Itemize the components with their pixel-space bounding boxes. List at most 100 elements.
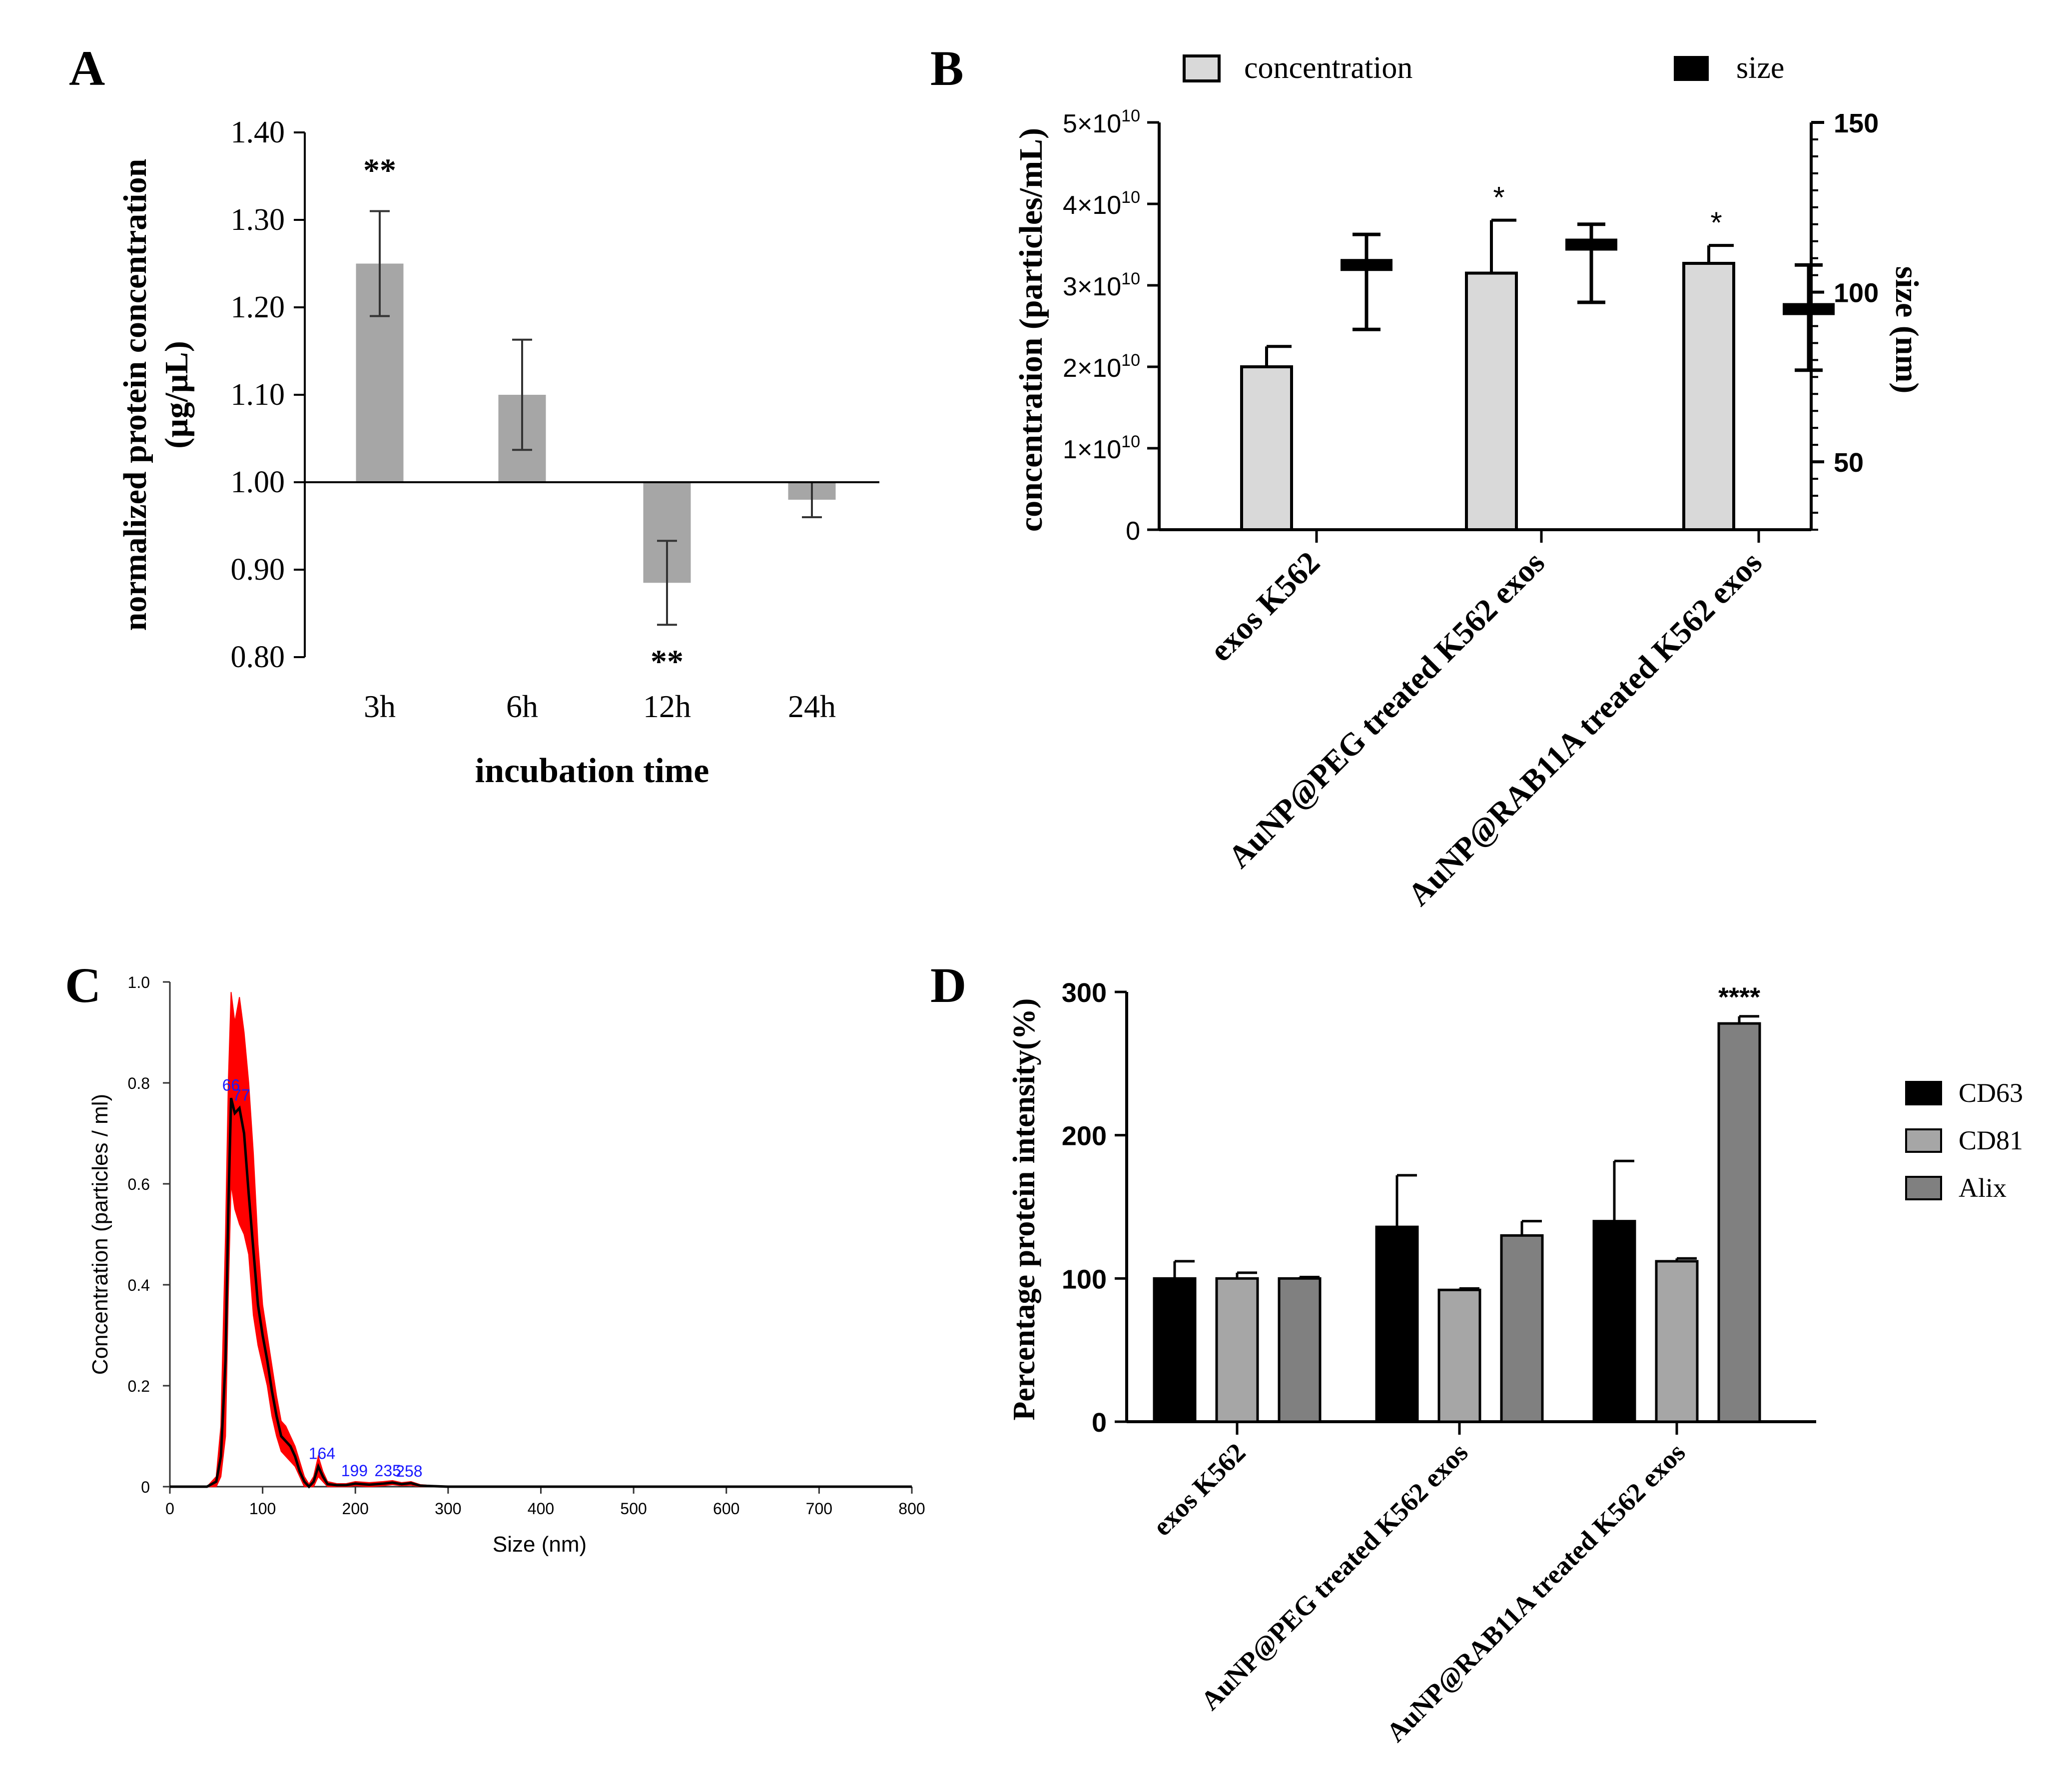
y-tick-mantissa: 1×10 <box>1063 435 1121 464</box>
significance-marker: * <box>1493 181 1504 214</box>
y-tick-mantissa: 3×10 <box>1063 272 1121 301</box>
peak-label: 77 <box>232 1086 250 1104</box>
y2-tick-label: 150 <box>1834 108 1879 138</box>
panel-b-chart: 01×10102×10103×10104×10105×101050100150*… <box>1013 51 1925 912</box>
y-tick-label: 1×1010 <box>1063 432 1140 464</box>
y-axis-title: Percentage protein intensity(%) <box>1007 998 1041 1421</box>
x-axis-title: incubation time <box>475 752 709 790</box>
y-tick-label: 0.4 <box>128 1276 150 1294</box>
significance-marker: ** <box>651 643 684 680</box>
bar-alix <box>1278 1277 1322 1423</box>
legend-label-alix: Alix <box>1959 1173 2007 1203</box>
size-distribution-line <box>170 1097 912 1489</box>
panel-label-b: B <box>930 40 964 96</box>
y-tick-label: 1.30 <box>231 203 285 237</box>
x-tick-label: exos K562 <box>1147 1437 1252 1542</box>
y-tick-mantissa: 4×10 <box>1063 191 1121 220</box>
peak-label: 235 <box>375 1462 401 1480</box>
concentration-bar <box>1682 261 1735 531</box>
y-tick-mantissa: 5×10 <box>1063 109 1121 138</box>
x-tick-label: 0 <box>165 1500 174 1518</box>
x-tick-label: 700 <box>806 1500 832 1518</box>
peak-label: 66 <box>222 1076 240 1094</box>
bar-cd81 <box>1655 1260 1699 1423</box>
x-tick-label: 12h <box>643 689 691 724</box>
y-tick-label: 1.0 <box>128 973 150 991</box>
x-tick-label: 24h <box>788 689 836 724</box>
legend-swatch-alix <box>1905 1176 1942 1200</box>
y-axis-title: normalized protein concentration <box>117 159 153 631</box>
peak-label: 258 <box>396 1462 422 1480</box>
legend-label-concentration: concentration <box>1244 51 1412 85</box>
y2-axis-title: size (nm) <box>1889 266 1925 394</box>
bar-cd81 <box>1215 1277 1259 1423</box>
y-tick-label: 2×1010 <box>1063 351 1140 383</box>
y-axis-unit: (µg/µL) <box>158 341 195 448</box>
legend-label-cd63: CD63 <box>1959 1078 2023 1108</box>
x-tick-label: 800 <box>898 1500 925 1518</box>
legend-swatch-cd81 <box>1905 1128 1942 1153</box>
y-tick-label: 4×1010 <box>1063 188 1140 220</box>
bar-cd63 <box>1153 1277 1197 1423</box>
y-tick-label: 5×1010 <box>1063 106 1140 138</box>
significance-marker: * <box>1710 206 1722 239</box>
x-tick-label: 100 <box>249 1500 276 1518</box>
bar-alix <box>1500 1234 1544 1423</box>
y-tick-label: 200 <box>1062 1121 1107 1151</box>
significance-marker: ** <box>363 152 396 189</box>
y-tick-label: 0.8 <box>128 1074 150 1092</box>
y-tick-label: 0.90 <box>231 553 285 587</box>
legend-swatch-size <box>1674 56 1709 81</box>
bar-cd81 <box>1437 1288 1481 1423</box>
y-tick-label: 0 <box>141 1478 150 1496</box>
x-tick-label: 400 <box>528 1500 554 1518</box>
x-tick-label: 300 <box>435 1500 461 1518</box>
size-mean-marker <box>1783 303 1835 315</box>
x-tick-label: 3h <box>364 689 396 724</box>
y-tick-label: 300 <box>1062 978 1107 1008</box>
y-tick-label: 0 <box>1092 1408 1107 1438</box>
y-tick-label: 1.40 <box>231 115 285 149</box>
y-tick-label: 0 <box>1126 517 1140 546</box>
error-band <box>170 992 912 1488</box>
y-tick-label: 0.6 <box>128 1175 150 1193</box>
legend-swatch-concentration <box>1183 54 1221 82</box>
y-tick-label: 1.10 <box>231 378 285 412</box>
y-tick-label: 3×1010 <box>1063 269 1140 301</box>
y-tick-exponent: 10 <box>1121 269 1140 288</box>
bar-alix <box>1717 1022 1761 1423</box>
panel-c-chart: 0 0.2 0.4 0.6 0.8 1.0 0 100 200 300 400 500 600 700 80… <box>88 973 925 1557</box>
bar-cd63 <box>1375 1225 1419 1423</box>
x-tick-label: 500 <box>620 1500 647 1518</box>
x-tick-label: 600 <box>713 1500 739 1518</box>
y2-tick-label: 50 <box>1834 448 1864 478</box>
panel-label-a: A <box>69 40 105 96</box>
y-tick-label: 0.2 <box>128 1377 150 1395</box>
y-tick-exponent: 10 <box>1121 188 1140 207</box>
size-mean-marker <box>1565 238 1617 251</box>
x-tick-label: exos K562 <box>1203 545 1327 669</box>
peak-label: 164 <box>309 1445 335 1463</box>
y-axis-title: Concentration (particles / ml) <box>88 1094 112 1375</box>
panel-a-chart: 0.80 0.90 1.00 1.10 1.20 1.30 1.40 3h ** 6h 12h ** 2… <box>117 115 879 790</box>
y-tick-mantissa: 2×10 <box>1063 354 1121 383</box>
legend-swatch-cd63 <box>1905 1081 1942 1105</box>
x-axis-title: Size (nm) <box>493 1532 587 1557</box>
size-mean-marker <box>1341 259 1392 271</box>
y-tick-label: 1.20 <box>231 290 285 324</box>
concentration-bar <box>1465 271 1518 531</box>
y-tick-exponent: 10 <box>1121 106 1140 125</box>
x-tick-label: 6h <box>506 689 538 724</box>
y2-tick-label: 100 <box>1834 278 1879 308</box>
x-tick-label: AuNP@PEG treated K562 exos <box>1195 1437 1474 1716</box>
concentration-bar <box>1240 365 1293 531</box>
bar-cd63 <box>1592 1220 1636 1423</box>
y-tick-label: 0.80 <box>231 640 285 674</box>
y-axis-title: concentration (particles/mL) <box>1013 128 1049 532</box>
y-tick-label: 100 <box>1062 1264 1107 1294</box>
panel-label-d: D <box>930 957 966 1013</box>
y-tick-exponent: 10 <box>1121 432 1140 451</box>
y-tick-exponent: 10 <box>1121 351 1140 370</box>
